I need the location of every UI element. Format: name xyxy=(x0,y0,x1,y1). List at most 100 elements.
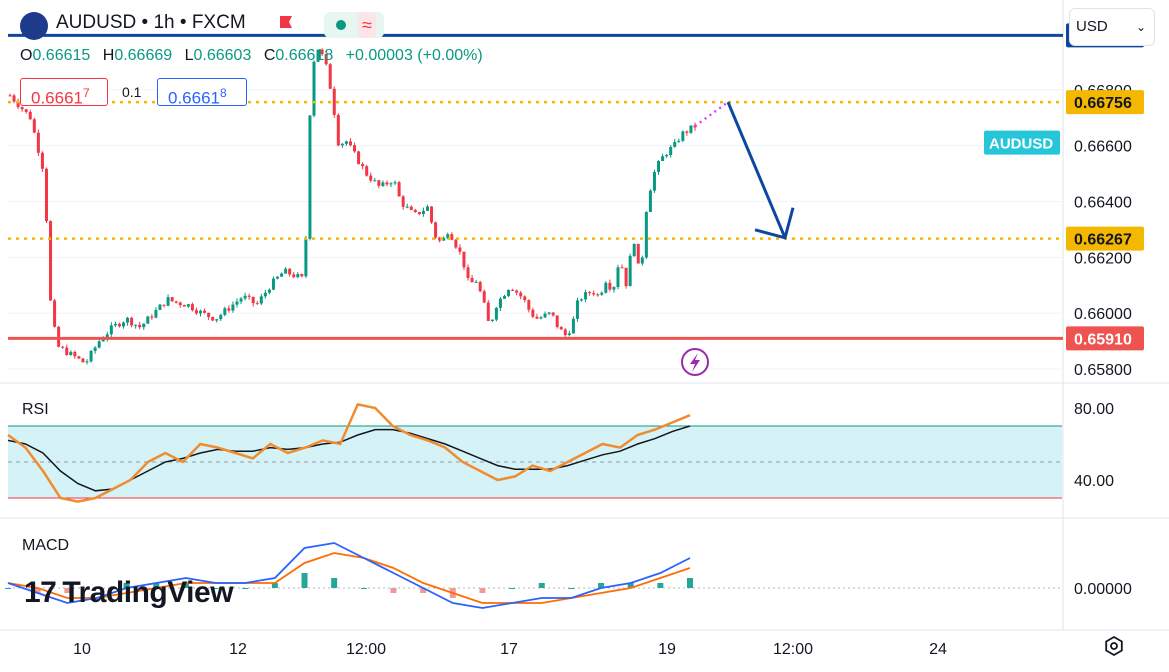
currency-value: USD xyxy=(1076,18,1108,35)
level-price-label: 0.66756 xyxy=(1074,95,1132,112)
x-tick-label: 24 xyxy=(929,641,947,658)
candle-body xyxy=(669,146,673,156)
candle-body xyxy=(567,333,571,336)
x-tick-label: 17 xyxy=(500,641,518,658)
interval[interactable]: 1h xyxy=(153,12,175,33)
candle-body xyxy=(32,119,36,133)
low-label: L xyxy=(184,47,194,64)
candle-body xyxy=(369,175,373,181)
spread-value: 0.1 xyxy=(122,84,142,100)
sell-price-pip: 7 xyxy=(83,86,90,100)
macd-histogram-bar xyxy=(242,588,249,589)
candle-body xyxy=(271,278,275,290)
candle-body xyxy=(49,221,53,301)
candle-body xyxy=(53,300,57,327)
candle-body xyxy=(559,327,563,330)
buy-button[interactable]: 0.66618 xyxy=(157,78,247,108)
macd-histogram-bar xyxy=(598,583,605,588)
candle-body xyxy=(397,182,401,197)
close-label: C xyxy=(263,47,276,64)
candle-body xyxy=(474,281,478,283)
macd-histogram-bar xyxy=(182,583,189,588)
candle-body xyxy=(588,292,592,294)
gear-icon[interactable] xyxy=(1102,634,1126,658)
y-tick-label: 0.65800 xyxy=(1074,362,1132,379)
candle-body xyxy=(44,168,48,222)
projection-arrowhead xyxy=(754,207,795,240)
projection-arrow xyxy=(726,101,787,239)
candle-body xyxy=(207,312,211,317)
candle-body xyxy=(434,222,438,238)
candle-body xyxy=(267,289,271,293)
candle-body xyxy=(636,243,640,264)
candle-body xyxy=(77,356,81,359)
high-value: 0.66669 xyxy=(114,47,173,64)
candle-body xyxy=(685,131,689,133)
y-tick-label: 40.00 xyxy=(1074,473,1114,490)
candle-body xyxy=(69,351,73,356)
candle-body xyxy=(150,316,154,318)
candle-body xyxy=(511,289,515,291)
candle-body xyxy=(458,247,462,252)
candle-body xyxy=(596,294,600,296)
x-tick-label: 12:00 xyxy=(346,641,386,658)
candle-body xyxy=(36,132,40,153)
candle-body xyxy=(284,268,288,274)
macd-histogram-bar xyxy=(657,583,664,588)
tradingview-logo-icon xyxy=(20,12,48,40)
candle-body xyxy=(105,334,109,339)
candle-body xyxy=(235,301,239,305)
candle-body xyxy=(8,95,12,97)
candle-body xyxy=(507,289,511,297)
candle-body xyxy=(353,145,357,152)
candle-body xyxy=(73,351,77,357)
macd-histogram-bar xyxy=(64,588,71,593)
currency-select[interactable]: USD ⌄ xyxy=(1069,8,1155,46)
market-status-pill[interactable]: ≈ xyxy=(324,12,384,38)
symbol-name[interactable]: AUDUSD xyxy=(56,12,137,33)
change-value: +0.00003 (+0.00%) xyxy=(345,47,483,64)
candle-body xyxy=(357,151,361,165)
candle-body xyxy=(223,308,227,315)
candle-body xyxy=(20,107,24,110)
level-price-tag xyxy=(1066,226,1144,251)
level-price-label: 0.66267 xyxy=(1074,232,1132,249)
tv-mark-icon: 17 xyxy=(24,576,57,609)
macd-histogram-bar xyxy=(93,588,100,589)
candle-body xyxy=(632,243,636,256)
candle-body xyxy=(389,183,393,185)
sell-price: 0.6661 xyxy=(31,88,83,108)
candle-body xyxy=(612,287,616,290)
y-tick-label: 0.00000 xyxy=(1074,581,1132,598)
candle-body xyxy=(425,206,429,211)
close-value: 0.66618 xyxy=(275,47,334,64)
candle-body xyxy=(551,312,555,316)
candle-body xyxy=(304,238,308,277)
candle-body xyxy=(239,298,243,302)
level-price-tag xyxy=(1066,326,1144,351)
candle-body xyxy=(344,141,348,144)
level-price-label: 0.65910 xyxy=(1074,331,1132,348)
candle-body xyxy=(381,182,385,186)
open-label: O xyxy=(20,47,33,64)
candle-body xyxy=(174,301,178,303)
candle-body xyxy=(624,267,628,287)
candle-body xyxy=(211,316,215,321)
candle-body xyxy=(571,318,575,334)
candle-body xyxy=(673,141,677,147)
candle-body xyxy=(405,206,409,208)
candle-body xyxy=(592,293,596,295)
candle-body xyxy=(28,111,32,120)
candle-body xyxy=(316,49,320,62)
candle-body xyxy=(693,125,697,128)
chevron-down-icon: ⌄ xyxy=(1135,20,1146,34)
candle-body xyxy=(61,346,65,348)
open-value: 0.66615 xyxy=(32,47,91,64)
candle-body xyxy=(361,164,365,167)
candle-body xyxy=(40,152,44,169)
flag-icon[interactable] xyxy=(278,14,294,32)
candle-body xyxy=(276,276,280,279)
rsi-line xyxy=(7,402,691,503)
projection-dotted xyxy=(694,101,729,128)
sell-button[interactable]: 0.66617 xyxy=(20,78,108,108)
